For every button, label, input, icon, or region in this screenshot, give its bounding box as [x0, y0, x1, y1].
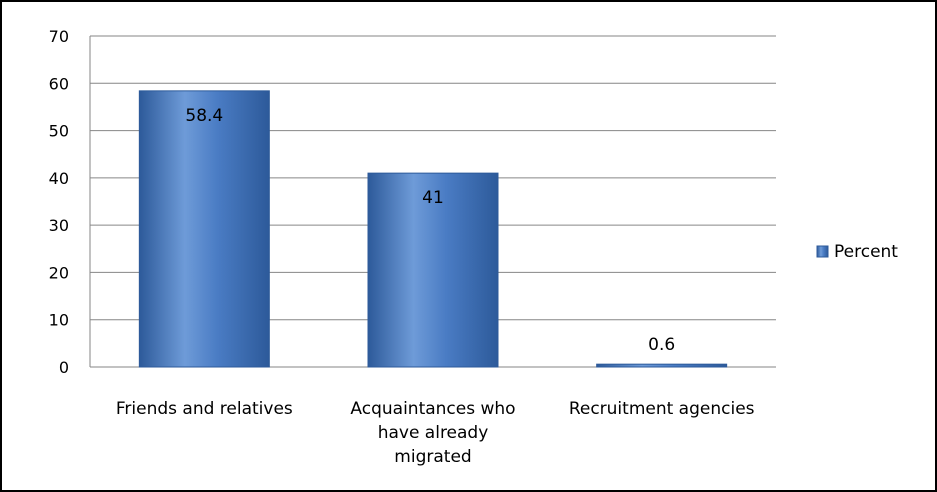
data-label: 0.6 — [648, 335, 675, 355]
legend: Percent — [816, 242, 898, 262]
data-label: 58.4 — [185, 106, 223, 126]
y-tick-label: 60 — [49, 74, 69, 93]
x-tick-label: Recruitment agencies — [569, 399, 755, 419]
y-tick-label: 20 — [49, 263, 69, 282]
x-tick-label: Friends and relatives — [116, 399, 293, 419]
legend-label: Percent — [834, 242, 898, 262]
legend-swatch — [816, 245, 829, 258]
y-tick-label: 0 — [59, 358, 69, 377]
data-label: 41 — [422, 188, 444, 208]
y-tick-label: 40 — [49, 169, 69, 188]
x-tick-label: have already — [378, 423, 489, 443]
x-tick-label: Acquaintances who — [350, 399, 515, 419]
y-tick-label: 10 — [49, 311, 69, 330]
bar — [367, 172, 499, 368]
y-tick-label: 70 — [49, 27, 69, 46]
x-tick-label: migrated — [394, 447, 471, 467]
y-tick-label: 30 — [49, 216, 69, 235]
bar-series — [138, 90, 728, 368]
x-axis: Friends and relatives Acquaintances who ha… — [116, 399, 755, 467]
data-labels: 58.4 41 0.6 — [185, 106, 675, 355]
y-tick-label: 50 — [49, 122, 69, 141]
bar — [138, 90, 270, 368]
bar — [596, 363, 728, 368]
